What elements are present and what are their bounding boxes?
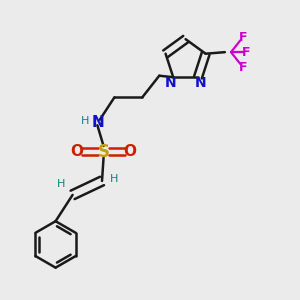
- Text: H: H: [110, 174, 118, 184]
- Text: F: F: [242, 46, 250, 59]
- Text: H: H: [57, 179, 65, 189]
- Text: N: N: [164, 76, 176, 90]
- Text: N: N: [92, 115, 104, 130]
- Text: O: O: [71, 144, 84, 159]
- Text: O: O: [123, 144, 136, 159]
- Text: H: H: [81, 116, 89, 126]
- Text: F: F: [239, 31, 248, 44]
- Text: N: N: [195, 76, 206, 90]
- Text: F: F: [239, 61, 248, 74]
- Text: S: S: [98, 142, 110, 160]
